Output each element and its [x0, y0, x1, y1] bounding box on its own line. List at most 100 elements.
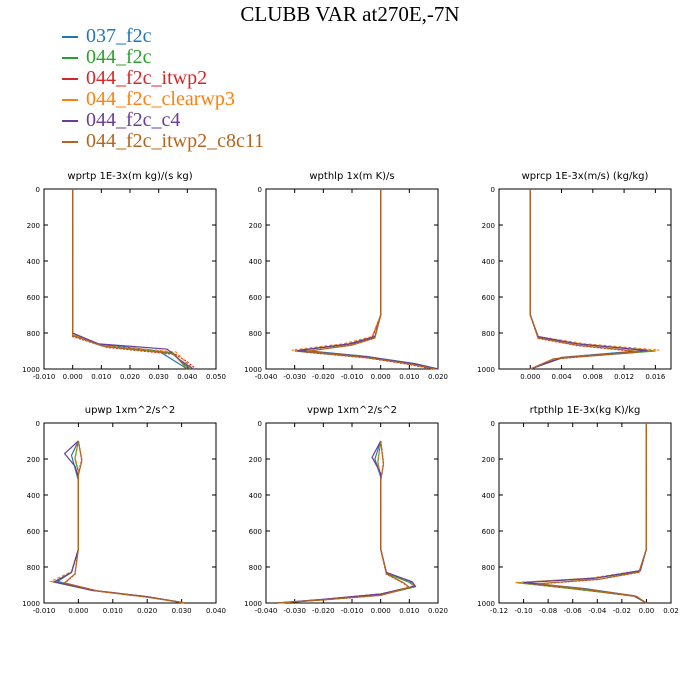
series-line: [277, 440, 417, 604]
plot-frame: [43, 188, 217, 370]
plot-frame: [498, 422, 672, 604]
plot-frame: [265, 422, 439, 604]
legend-swatch: [62, 77, 78, 80]
legend-label: 044_f2c: [86, 46, 152, 68]
x-tick-label: 0.020: [120, 373, 140, 381]
y-tick-label: 400: [482, 258, 495, 266]
x-tick-label: -0.10: [515, 607, 533, 615]
legend-item: 044_f2c: [62, 47, 264, 68]
x-tick-label: -0.06: [564, 607, 583, 615]
legend-label: 044_f2c_c4: [86, 109, 181, 131]
y-tick-label: 1000: [244, 600, 262, 608]
series-line: [306, 189, 436, 370]
chart-panel: wprcp 1E-3x(m/s) (kg/kg) 0.000 0.004 0.008 0…: [477, 171, 672, 381]
x-tick-label: 0.010: [103, 607, 123, 615]
y-tick-label: 200: [27, 456, 40, 464]
series-line: [303, 189, 433, 370]
series-line: [52, 440, 186, 604]
legend-item: 044_f2c_itwp2: [62, 68, 264, 89]
x-tick-label: -0.040: [255, 373, 278, 381]
legend-swatch: [62, 35, 78, 38]
y-tick-label: 400: [27, 258, 40, 266]
series-line: [529, 189, 640, 370]
series-line: [529, 189, 660, 370]
chart-panel: vpwp 1xm^2/s^2 -0.040 -0.030 -0.020 -0.010 0.…: [244, 405, 448, 615]
x-tick-label: 0.016: [645, 373, 666, 381]
x-tick-label: 0.000: [68, 607, 88, 615]
legend-item: 044_f2c_itwp2_c8c11: [62, 131, 264, 152]
y-tick-label: 0: [258, 186, 262, 194]
y-tick-label: 600: [249, 528, 262, 536]
x-tick-label: 0.010: [399, 373, 419, 381]
x-tick-label: -0.020: [312, 373, 335, 381]
y-tick-label: 600: [482, 528, 495, 536]
y-tick-label: 1000: [244, 366, 262, 374]
panel-title: upwp 1xm^2/s^2: [85, 405, 175, 416]
legend-swatch: [62, 140, 78, 143]
x-tick-label: 0.000: [63, 373, 83, 381]
chart-panel: wpthlp 1x(m K)/s -0.040 -0.030 -0.020 -0.010…: [244, 171, 448, 381]
legend-swatch: [62, 119, 78, 122]
legend-item: 044_f2c_clearwp3: [62, 89, 264, 110]
series-line: [523, 423, 648, 604]
series-line: [535, 423, 648, 604]
x-tick-label: 0.020: [428, 373, 448, 381]
x-tick-label: 0.012: [614, 373, 634, 381]
x-tick-label: 0.040: [206, 607, 226, 615]
x-tick-label: 0.00: [639, 607, 655, 615]
y-tick-label: 200: [482, 456, 495, 464]
y-tick-label: 800: [482, 330, 495, 338]
y-tick-label: 600: [27, 528, 40, 536]
x-tick-label: 0.020: [137, 607, 157, 615]
series-line: [72, 189, 188, 370]
series-line: [514, 423, 648, 604]
y-tick-label: 600: [249, 294, 262, 302]
panel-title: vpwp 1xm^2/s^2: [307, 405, 397, 416]
x-tick-label: 0.008: [583, 373, 603, 381]
series-line: [277, 440, 417, 604]
series-line: [517, 423, 648, 604]
x-tick-label: 0.030: [172, 607, 192, 615]
y-tick-label: 0: [258, 420, 262, 428]
legend-swatch: [62, 56, 78, 59]
chart-panel: upwp 1xm^2/s^2 -0.010 0.000 0.010 0.020 0.030…: [22, 405, 226, 615]
legend-item: 044_f2c_c4: [62, 110, 264, 131]
series-line: [63, 440, 186, 604]
series-line: [529, 189, 648, 370]
y-tick-label: 800: [249, 564, 262, 572]
legend-label: 044_f2c_itwp2_c8c11: [86, 130, 265, 152]
legend-item: 037_f2c: [62, 26, 264, 47]
legend: 037_f2c 044_f2c 044_f2c_itwp2 044_f2c_cl…: [62, 26, 264, 152]
series-line: [49, 440, 186, 604]
y-tick-label: 0: [491, 420, 495, 428]
series-line: [63, 440, 186, 604]
series-line: [529, 189, 656, 370]
series-line: [529, 189, 640, 370]
plot-frame: [43, 422, 217, 604]
x-tick-label: -0.04: [588, 607, 607, 615]
series-line: [300, 189, 439, 370]
y-tick-label: 0: [36, 420, 40, 428]
x-tick-label: -0.010: [33, 373, 56, 381]
series-line: [277, 440, 411, 604]
legend-label: 044_f2c_clearwp3: [86, 88, 235, 110]
y-tick-label: 400: [482, 492, 495, 500]
panel-title: rtpthlp 1E-3x(kg K)/kg: [530, 405, 641, 416]
x-tick-label: -0.030: [283, 373, 306, 381]
series-line: [529, 189, 648, 370]
y-tick-label: 600: [482, 294, 495, 302]
panel-title: wprtp 1E-3x(m kg)/(s kg): [67, 171, 192, 182]
y-tick-label: 400: [249, 258, 262, 266]
y-tick-label: 200: [249, 456, 262, 464]
x-tick-label: 0.050: [206, 373, 226, 381]
x-tick-label: 0.020: [428, 607, 448, 615]
chart-panel: rtpthlp 1E-3x(kg K)/kg -0.12 -0.10 -0.08 -0.…: [477, 405, 679, 615]
legend-label: 037_f2c: [86, 25, 152, 47]
x-tick-label: -0.08: [539, 607, 557, 615]
x-tick-label: -0.030: [283, 607, 306, 615]
panel-title: wprcp 1E-3x(m/s) (kg/kg): [522, 171, 649, 182]
y-tick-label: 600: [27, 294, 40, 302]
x-tick-label: -0.12: [490, 607, 508, 615]
y-tick-label: 400: [249, 492, 262, 500]
y-tick-label: 200: [27, 222, 40, 230]
